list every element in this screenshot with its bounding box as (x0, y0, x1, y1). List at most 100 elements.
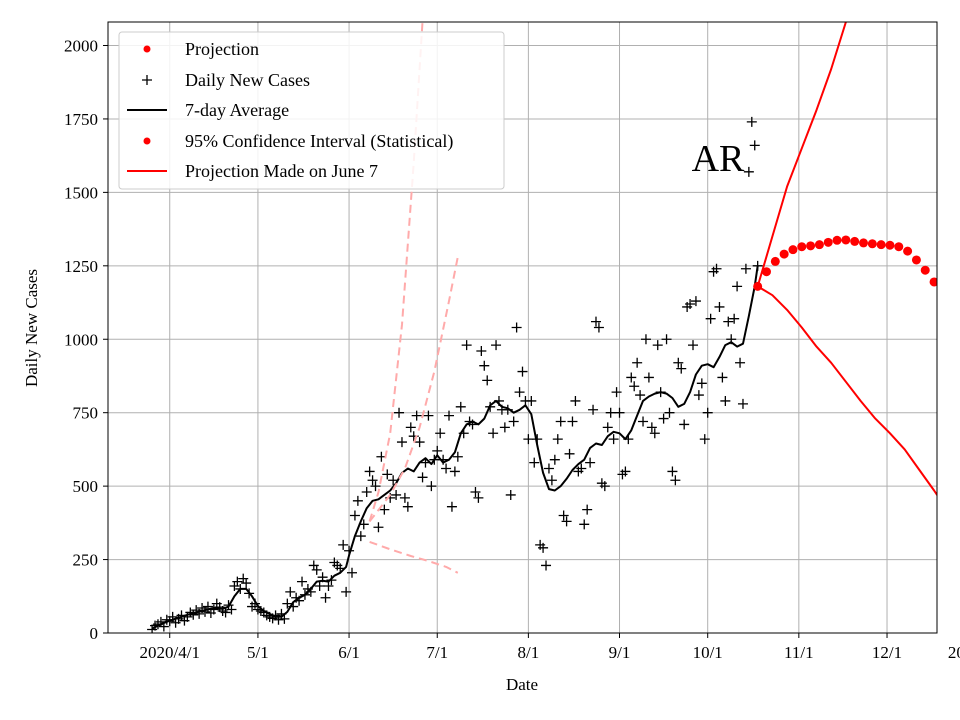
data-point (361, 487, 372, 497)
data-point (670, 475, 681, 486)
data-point (643, 372, 654, 383)
data-point (729, 313, 740, 324)
projection-point (867, 239, 877, 249)
y-tick-label: 1500 (64, 183, 98, 202)
data-point (685, 299, 696, 309)
data-point (399, 492, 410, 503)
data-point (590, 316, 601, 327)
data-point (546, 475, 557, 486)
data-point (482, 375, 493, 386)
y-tick-label: 1000 (64, 330, 98, 349)
data-point (543, 463, 554, 474)
data-point (717, 372, 728, 383)
data-point (341, 586, 352, 597)
x-tick-label: 9/1 (609, 643, 631, 662)
data-point (588, 404, 599, 415)
data-point (355, 531, 366, 542)
data-point (673, 357, 684, 368)
data-point (414, 437, 425, 448)
projection-point (859, 238, 869, 248)
series-projection (753, 235, 937, 291)
data-point (220, 607, 231, 618)
data-point (320, 592, 331, 603)
data-point (676, 363, 687, 374)
y-axis-label: Daily New Cases (22, 269, 41, 387)
data-point (743, 166, 754, 177)
data-point (411, 410, 422, 421)
x-tick-label: 5/1 (247, 643, 269, 662)
series-95-confidence-interval-statistical-lower (757, 285, 937, 497)
data-point (699, 434, 710, 445)
data-point (379, 504, 390, 515)
data-point (388, 475, 399, 486)
data-point (473, 492, 484, 503)
data-point (602, 422, 613, 433)
data-point (538, 542, 549, 553)
data-point (632, 357, 643, 368)
data-point (576, 463, 587, 474)
x-tick-label: 2020/4/1 (140, 643, 200, 662)
data-point (452, 451, 463, 462)
data-point (526, 395, 537, 406)
legend-box (118, 31, 505, 190)
data-point (735, 357, 746, 368)
data-point (432, 445, 443, 456)
x-axis: 2020/4/1 5/1 6/1 7/1 8/1 9/1 10/1 11/1 12/1 2021/… (140, 633, 960, 662)
x-tick-label: 2021/1/1 (948, 643, 960, 662)
data-point (579, 519, 590, 530)
projection-point (814, 240, 824, 250)
data-point (226, 604, 237, 615)
data-point (323, 581, 334, 591)
x-tick-label: 11/1 (784, 643, 814, 662)
data-point (555, 416, 566, 427)
series-line (368, 256, 459, 523)
projection-point (770, 256, 780, 266)
data-point (749, 140, 760, 151)
data-point (564, 448, 575, 459)
data-point (352, 495, 363, 506)
data-point (620, 466, 631, 477)
x-tick-label: 6/1 (338, 643, 360, 662)
data-point (614, 407, 625, 418)
series-projection-made-on-june-7-middle (368, 256, 459, 523)
data-point (746, 116, 757, 127)
data-point (585, 457, 596, 468)
data-point (241, 578, 252, 589)
data-point (449, 466, 460, 477)
data-point (667, 466, 678, 477)
data-point (688, 340, 699, 351)
data-point (326, 575, 337, 586)
projection-point (885, 240, 895, 250)
data-point (582, 504, 593, 515)
data-point (396, 437, 407, 448)
series-line (756, 22, 847, 287)
data-point (567, 416, 578, 427)
legend-label-projection-june-7: Projection Made on June 7 (185, 161, 378, 181)
data-point (405, 422, 416, 433)
data-point (311, 564, 322, 575)
projection-point (761, 267, 771, 277)
legend-label-7-day-average: 7-day Average (185, 100, 289, 120)
projection-point (850, 236, 860, 246)
data-point (635, 390, 646, 401)
data-point (297, 576, 308, 587)
y-axis: 0 250 500 750 1000 1250 1500 1750 2000 (64, 37, 108, 643)
data-point (391, 489, 402, 500)
data-point (508, 416, 519, 427)
data-point (517, 366, 528, 377)
data-point (740, 263, 751, 274)
data-point (455, 401, 466, 412)
data-point (541, 560, 552, 571)
series-95-confidence-interval-statistical-upper (756, 22, 847, 287)
series-7-day-average (151, 265, 759, 630)
data-point (558, 510, 569, 521)
data-point (661, 334, 672, 345)
data-point (638, 416, 649, 427)
data-point (514, 387, 525, 398)
data-point (382, 469, 393, 480)
data-point (690, 296, 701, 307)
data-point (491, 340, 502, 351)
data-point (346, 567, 357, 578)
data-point (479, 360, 490, 371)
